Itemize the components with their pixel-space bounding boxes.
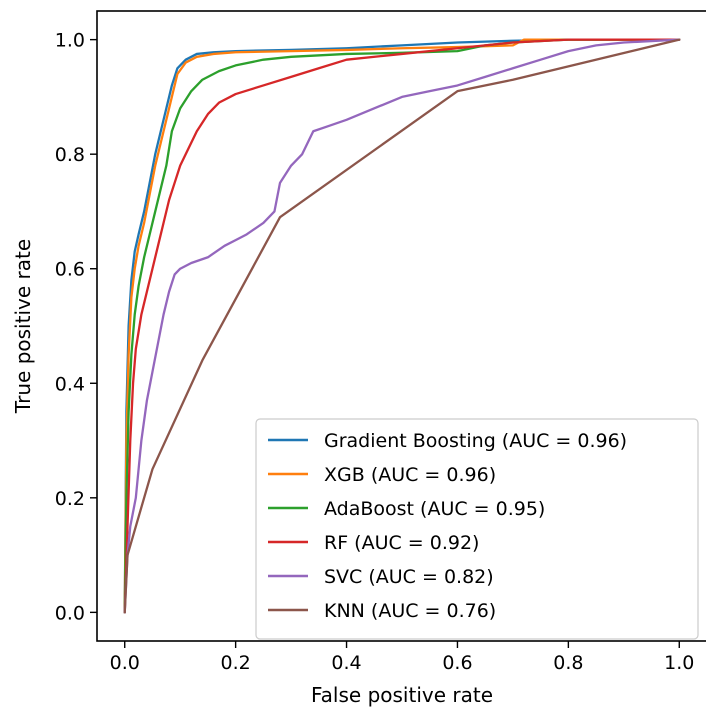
legend-label-1: XGB (AUC = 0.96) — [324, 464, 496, 486]
x-axis-label: False positive rate — [311, 683, 493, 707]
legend-label-2: AdaBoost (AUC = 0.95) — [324, 498, 545, 520]
series-line-0 — [123, 38, 681, 614]
legend: Gradient Boosting (AUC = 0.96) XGB (AUC =… — [255, 418, 699, 640]
x-tick-label: 1.0 — [664, 652, 694, 674]
y-tick-label: 0.6 — [55, 259, 85, 281]
x-tick-label: 0.0 — [110, 652, 140, 674]
y-tick-label: 0.0 — [55, 602, 85, 624]
legend-label-0: Gradient Boosting (AUC = 0.96) — [324, 430, 627, 452]
series-line-1 — [123, 38, 681, 614]
legend-box — [255, 418, 699, 640]
y-tick-label: 0.4 — [55, 373, 85, 395]
x-tick-label: 0.2 — [221, 652, 251, 674]
axes-layer: 0.0 0.2 0.4 0.6 0.8 1.0 0.0 0.2 0.4 0.6 0.8 1.0 — [55, 10, 706, 674]
axes-frame — [96, 10, 706, 642]
legend-label-3: RF (AUC = 0.92) — [324, 532, 479, 554]
series-line-5 — [123, 38, 681, 614]
series-line-3 — [123, 38, 681, 614]
legend-label-5: KNN (AUC = 0.76) — [324, 600, 496, 622]
x-tick-label: 0.6 — [442, 652, 472, 674]
series-layer — [123, 38, 681, 614]
x-tick-label: 0.8 — [553, 652, 583, 674]
y-axis-label: True positive rate — [11, 239, 35, 414]
x-tick-label: 0.4 — [331, 652, 361, 674]
legend-label-4: SVC (AUC = 0.82) — [324, 566, 494, 588]
y-tick-label: 1.0 — [55, 30, 85, 52]
series-line-4 — [123, 38, 681, 614]
y-tick-label: 0.2 — [55, 488, 85, 510]
y-tick-label: 0.8 — [55, 144, 85, 166]
